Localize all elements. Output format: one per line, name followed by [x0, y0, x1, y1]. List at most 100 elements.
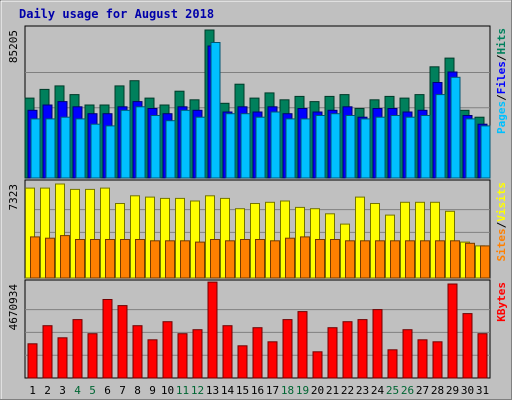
- bar-kbytes-31: [477, 333, 488, 379]
- legend-label-sites: Sites: [495, 228, 508, 261]
- bar-kbytes-29: [447, 283, 458, 379]
- bar-sites-4: [75, 239, 85, 279]
- legend-label-files: Files: [495, 61, 508, 94]
- legend-label-visits: Visits: [495, 182, 508, 222]
- x-tick-label-14: 14: [221, 384, 235, 397]
- x-tick-label-6: 6: [104, 384, 111, 397]
- bar-pages-31: [480, 125, 491, 179]
- x-axis: 1 2 3 4 5 6 7 8 9 10 11 12 13 14 15 16 17 18 19 20 21 22 23 24 2…: [29, 384, 489, 397]
- bar-sites-17: [270, 240, 280, 279]
- x-tick-label-15: 15: [236, 384, 249, 397]
- bar-sites-2: [45, 237, 55, 279]
- x-tick-label-16: 16: [251, 384, 264, 397]
- bar-kbytes-30: [462, 313, 473, 379]
- x-tick-label-29: 29: [446, 384, 459, 397]
- x-tick-label-1: 1: [29, 384, 36, 397]
- bar-pages-21: [330, 113, 341, 179]
- panel-3: 4670934 KBytes: [7, 279, 508, 379]
- bar-kbytes-12: [192, 329, 203, 379]
- x-tick-label-10: 10: [161, 384, 174, 397]
- bar-kbytes-23: [357, 319, 368, 379]
- bar-sites-31: [480, 245, 490, 279]
- bar-pages-13: [210, 42, 221, 179]
- series-pages: [30, 42, 491, 179]
- x-tick-label-7: 7: [119, 384, 126, 397]
- bar-sites-11: [180, 240, 190, 279]
- bar-kbytes-20: [312, 351, 323, 379]
- bar-pages-6: [105, 125, 116, 179]
- x-tick-label-23: 23: [356, 384, 369, 397]
- legend-label-separator: /: [495, 221, 508, 228]
- x-tick-label-12: 12: [191, 384, 204, 397]
- bar-sites-8: [135, 239, 145, 279]
- x-tick-label-2: 2: [44, 384, 51, 397]
- bar-kbytes-2: [42, 325, 53, 379]
- bar-kbytes-25: [387, 349, 398, 379]
- bar-kbytes-7: [117, 305, 128, 379]
- bar-pages-11: [180, 109, 191, 179]
- x-tick-label-19: 19: [296, 384, 309, 397]
- bar-pages-23: [360, 118, 371, 179]
- bar-pages-8: [135, 106, 146, 179]
- x-tick-label-30: 30: [461, 384, 474, 397]
- x-tick-label-20: 20: [311, 384, 324, 397]
- x-tick-label-3: 3: [59, 384, 66, 397]
- bar-sites-10: [165, 240, 175, 279]
- panel-legend: KBytes: [495, 282, 508, 322]
- x-tick-label-5: 5: [89, 384, 96, 397]
- bar-sites-5: [90, 239, 100, 279]
- y-max-label: 7323: [7, 184, 20, 211]
- x-tick-label-28: 28: [431, 384, 444, 397]
- bar-kbytes-17: [267, 341, 278, 379]
- bar-kbytes-13: [207, 281, 218, 379]
- bar-kbytes-18: [282, 319, 293, 379]
- x-tick-label-13: 13: [206, 384, 219, 397]
- bar-pages-28: [435, 94, 446, 179]
- bar-pages-7: [120, 109, 131, 179]
- bar-sites-6: [105, 239, 115, 279]
- bar-sites-27: [420, 240, 430, 279]
- bar-pages-26: [405, 116, 416, 179]
- legend-label-hits: Hits: [495, 28, 508, 55]
- chart-title: Daily usage for August 2018: [19, 7, 214, 21]
- bar-sites-26: [405, 240, 415, 279]
- bar-kbytes-14: [222, 325, 233, 379]
- panel-legend: Pages/Files/Hits: [495, 28, 508, 134]
- x-tick-label-25: 25: [386, 384, 399, 397]
- bar-kbytes-22: [342, 321, 353, 379]
- bar-pages-22: [345, 115, 356, 179]
- y-max-label: 85205: [7, 30, 20, 63]
- bar-sites-23: [360, 240, 370, 279]
- bar-pages-16: [255, 116, 266, 179]
- bar-sites-25: [390, 240, 400, 279]
- bar-pages-12: [195, 116, 206, 179]
- bar-sites-9: [150, 240, 160, 279]
- bar-pages-10: [165, 120, 176, 179]
- x-tick-label-17: 17: [266, 384, 279, 397]
- series-sites: [30, 235, 490, 279]
- x-tick-label-26: 26: [401, 384, 414, 397]
- x-tick-label-4: 4: [74, 384, 81, 397]
- series-kbytes: [27, 281, 488, 379]
- bar-sites-28: [435, 240, 445, 279]
- bar-pages-20: [315, 115, 326, 179]
- bar-kbytes-6: [102, 299, 113, 379]
- bar-kbytes-4: [72, 319, 83, 379]
- bar-kbytes-10: [162, 321, 173, 379]
- legend-label-separator: /: [495, 54, 508, 61]
- bar-kbytes-5: [87, 333, 98, 379]
- bar-kbytes-16: [252, 327, 263, 379]
- legend-label-separator: /: [495, 94, 508, 101]
- bar-kbytes-8: [132, 325, 143, 379]
- bar-pages-24: [375, 116, 386, 179]
- bar-pages-14: [225, 113, 236, 179]
- bar-pages-2: [45, 118, 56, 179]
- panel-1: 85205 Pages/Files/Hits: [7, 25, 508, 179]
- bar-sites-7: [120, 239, 130, 279]
- bar-sites-1: [30, 236, 40, 279]
- x-tick-label-11: 11: [176, 384, 189, 397]
- x-tick-label-9: 9: [149, 384, 156, 397]
- bar-pages-27: [420, 115, 431, 179]
- bar-pages-5: [90, 123, 101, 179]
- bar-sites-14: [225, 240, 235, 279]
